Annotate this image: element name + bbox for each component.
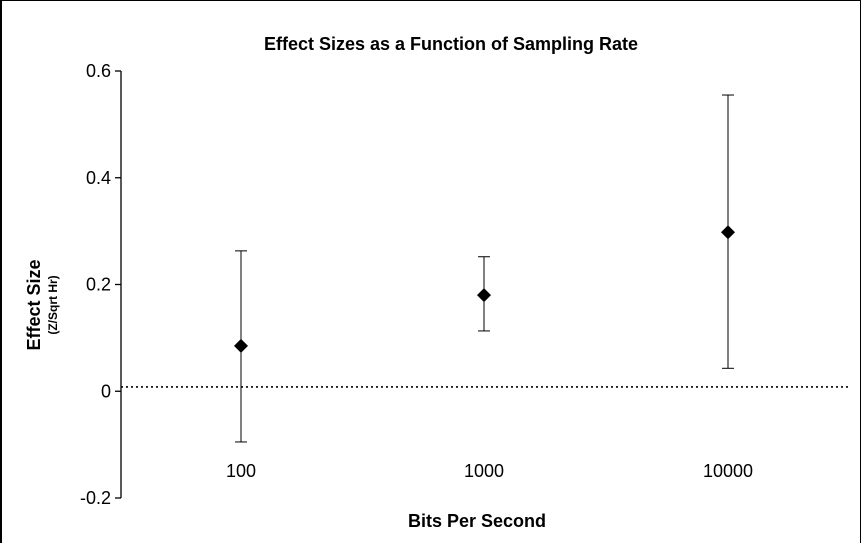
x-tick-label: 10000: [703, 461, 753, 481]
data-point-diamond: [721, 225, 735, 240]
y-tick-label: 0.4: [86, 168, 111, 188]
data-point-diamond: [234, 338, 248, 353]
x-axis-title: Bits Per Second: [408, 511, 546, 531]
plot-layer: 0.6 0.4 0.2 0 -0.2 100 1000 10000: [80, 61, 848, 508]
y-tick-label: 0.6: [86, 61, 111, 81]
y-axis-title-group: Effect Size (Z/Sqrt Hr): [24, 259, 60, 350]
x-tick-label: 1000: [464, 461, 504, 481]
x-tick-label: 100: [226, 461, 256, 481]
chart-title: Effect Sizes as a Function of Sampling R…: [264, 34, 638, 54]
y-axis-title: Effect Size: [24, 259, 44, 350]
y-tick-label: 0: [101, 381, 111, 401]
y-axis-subtitle: (Z/Sqrt Hr): [46, 275, 60, 334]
y-tick-label: -0.2: [80, 488, 111, 508]
y-tick-label: 0.2: [86, 275, 111, 295]
data-point-diamond: [477, 288, 491, 303]
